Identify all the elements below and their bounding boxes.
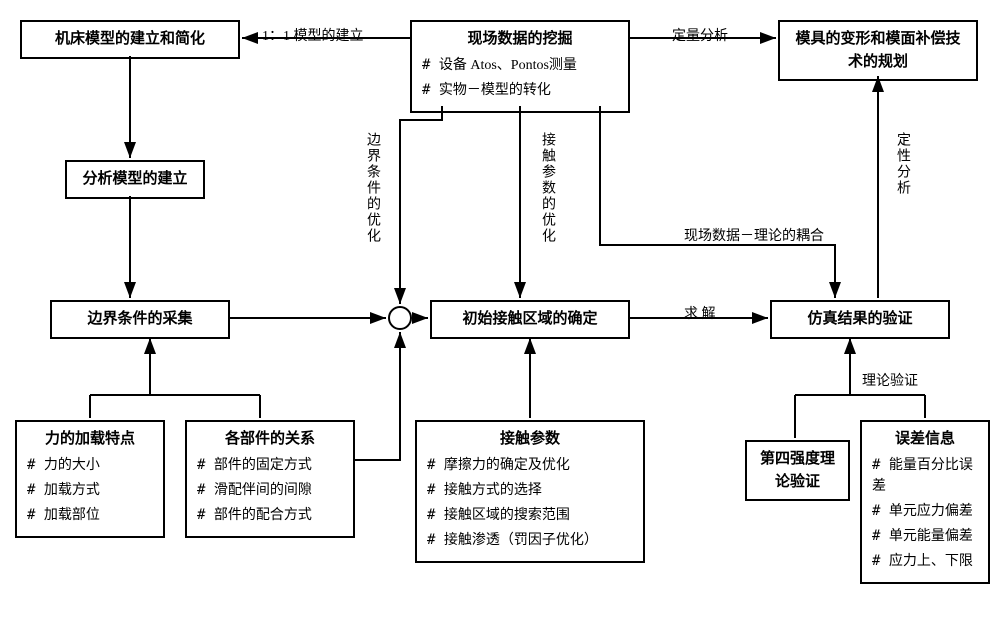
- node-boundary-collect: 边界条件的采集: [50, 300, 230, 339]
- title: 接触参数: [427, 428, 633, 451]
- node-component-rel: 各部件的关系 部件的固定方式 滑配伴间的间隙 部件的配合方式: [185, 420, 355, 538]
- title: 仿真结果的验证: [782, 308, 938, 331]
- node-field-data: 现场数据的挖掘 设备 Atos、Pontos测量 实物－模型的转化: [410, 20, 630, 113]
- node-fourth-strength: 第四强度理论验证: [745, 440, 850, 501]
- title: 模具的变形和模面补偿技术的规划: [790, 28, 966, 73]
- list: 设备 Atos、Pontos测量 实物－模型的转化: [422, 55, 618, 101]
- edge-label-boundary-opt: 边界条件的优化: [360, 130, 384, 246]
- edge-label-contact-opt: 接触参数的优化: [535, 130, 559, 246]
- edge-label-coupling: 现场数据－理论的耦合: [680, 225, 828, 245]
- title: 力的加载特点: [27, 428, 153, 451]
- node-error-info: 误差信息 能量百分比误差 单元应力偏差 单元能量偏差 应力上、下限: [860, 420, 990, 584]
- node-analysis-model: 分析模型的建立: [65, 160, 205, 199]
- list-item: 加载部位: [27, 505, 153, 526]
- edge-label-1-1-model: 1：1 模型的建立: [258, 25, 368, 45]
- list-item: 能量百分比误差: [872, 455, 978, 497]
- title: 初始接触区域的确定: [442, 308, 618, 331]
- list-item: 摩擦力的确定及优化: [427, 455, 633, 476]
- list: 部件的固定方式 滑配伴间的间隙 部件的配合方式: [197, 455, 343, 526]
- list-item: 设备 Atos、Pontos测量: [422, 55, 618, 76]
- title: 边界条件的采集: [62, 308, 218, 331]
- list-item: 接触方式的选择: [427, 480, 633, 501]
- list-item: 应力上、下限: [872, 551, 978, 572]
- edge-label-qualitative: 定性分析: [890, 130, 914, 198]
- title: 各部件的关系: [197, 428, 343, 451]
- list-item: 单元应力偏差: [872, 501, 978, 522]
- list-item: 部件的配合方式: [197, 505, 343, 526]
- list-item: 力的大小: [27, 455, 153, 476]
- edge-label-quant: 定量分析: [668, 25, 732, 45]
- node-force-load: 力的加载特点 力的大小 加载方式 加载部位: [15, 420, 165, 538]
- title: 分析模型的建立: [77, 168, 193, 191]
- title: 机床模型的建立和简化: [32, 28, 228, 51]
- node-contact-params: 接触参数 摩擦力的确定及优化 接触方式的选择 接触区域的搜索范围 接触渗透（罚因…: [415, 420, 645, 563]
- node-mold-plan: 模具的变形和模面补偿技术的规划: [778, 20, 978, 81]
- ring-connector: [388, 306, 412, 330]
- node-sim-verify: 仿真结果的验证: [770, 300, 950, 339]
- list: 能量百分比误差 单元应力偏差 单元能量偏差 应力上、下限: [872, 455, 978, 572]
- title: 现场数据的挖掘: [422, 28, 618, 51]
- list-item: 部件的固定方式: [197, 455, 343, 476]
- title: 第四强度理论验证: [757, 448, 838, 493]
- list-item: 单元能量偏差: [872, 526, 978, 547]
- edge-label-solve: 求 解: [680, 303, 720, 323]
- list-item: 实物－模型的转化: [422, 80, 618, 101]
- list-item: 加载方式: [27, 480, 153, 501]
- edge-label-theory-verify: 理论验证: [858, 370, 922, 390]
- node-machine-model: 机床模型的建立和简化: [20, 20, 240, 59]
- list-item: 接触区域的搜索范围: [427, 505, 633, 526]
- title: 误差信息: [872, 428, 978, 451]
- list-item: 滑配伴间的间隙: [197, 480, 343, 501]
- node-initial-contact: 初始接触区域的确定: [430, 300, 630, 339]
- list-item: 接触渗透（罚因子优化）: [427, 530, 633, 551]
- list: 力的大小 加载方式 加载部位: [27, 455, 153, 526]
- list: 摩擦力的确定及优化 接触方式的选择 接触区域的搜索范围 接触渗透（罚因子优化）: [427, 455, 633, 551]
